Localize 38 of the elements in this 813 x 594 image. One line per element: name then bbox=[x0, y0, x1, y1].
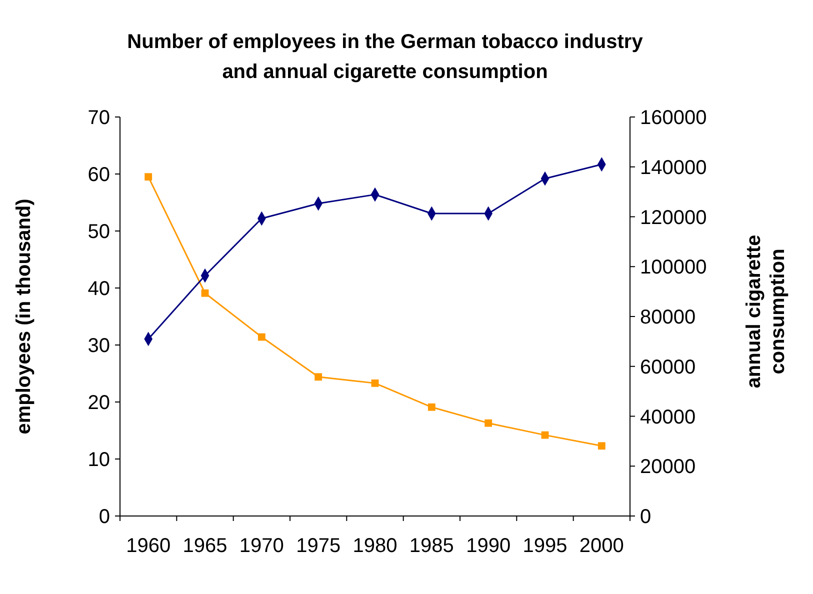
x-tick-label: 1965 bbox=[182, 535, 228, 557]
y2-tick-label: 0 bbox=[640, 506, 652, 528]
point bbox=[258, 333, 266, 341]
x-tick-label: 1960 bbox=[126, 535, 171, 557]
point bbox=[428, 403, 436, 411]
point bbox=[484, 419, 492, 427]
point bbox=[541, 431, 549, 439]
y-tick-label: 0 bbox=[98, 506, 110, 528]
y-tick-label: 10 bbox=[88, 449, 110, 471]
x-tick-label: 2000 bbox=[579, 535, 624, 557]
x-tick-label: 1975 bbox=[296, 535, 341, 557]
y2-axis-title: annual cigarette consumption bbox=[743, 234, 789, 388]
x-tick-label: 1995 bbox=[522, 535, 568, 557]
point bbox=[314, 373, 322, 381]
y-tick-label: 40 bbox=[88, 278, 110, 300]
y-tick-label: 70 bbox=[88, 107, 110, 129]
y-tick-label: 20 bbox=[88, 392, 110, 414]
point bbox=[201, 289, 209, 297]
x-tick-label: 1980 bbox=[352, 535, 398, 557]
y2-tick-label: 60000 bbox=[640, 356, 696, 378]
y2-tick-label: 120000 bbox=[640, 206, 707, 229]
y-tick-label: 30 bbox=[88, 335, 110, 357]
y2-tick-label: 80000 bbox=[640, 306, 696, 328]
y-tick-label: 50 bbox=[88, 221, 110, 243]
y-tick-label: 60 bbox=[88, 164, 110, 186]
y2-tick-label: 100000 bbox=[640, 256, 707, 279]
x-tick-label: 1990 bbox=[466, 535, 511, 557]
point bbox=[144, 173, 152, 181]
y2-tick-label: 40000 bbox=[640, 406, 696, 428]
y2-tick-label: 20000 bbox=[640, 456, 696, 478]
y2-tick-label: 160000 bbox=[640, 107, 707, 129]
y2-tick-label: 140000 bbox=[640, 156, 707, 179]
point bbox=[598, 442, 606, 450]
x-tick-label: 1970 bbox=[239, 535, 284, 557]
y-axis-title: employees (in thousand) bbox=[13, 198, 35, 434]
chart-title: Number of employees in the German tobacco industry and annual cigarette consumption bbox=[127, 31, 644, 83]
point bbox=[371, 379, 379, 387]
x-tick-label: 1985 bbox=[409, 535, 454, 557]
